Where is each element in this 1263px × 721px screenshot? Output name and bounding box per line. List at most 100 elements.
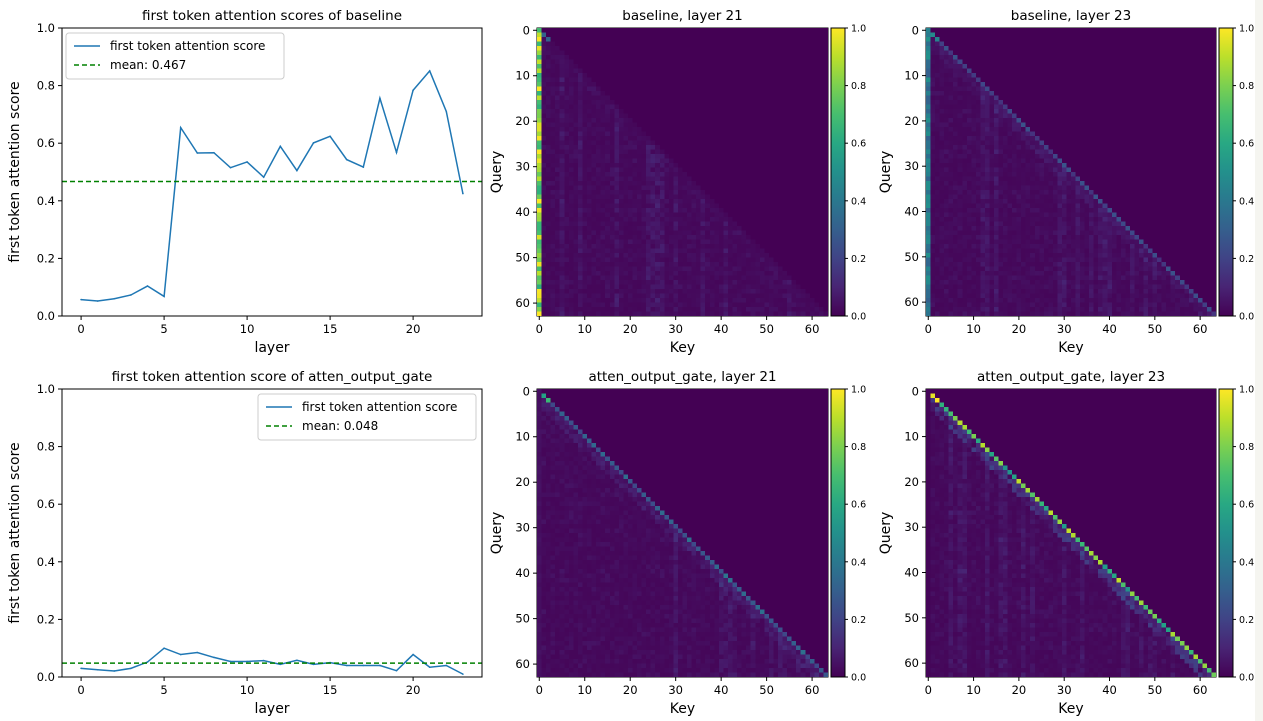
colorbar — [830, 388, 846, 678]
x-tick-label: 10 — [966, 683, 981, 697]
y-tick-label: 40 — [904, 566, 919, 580]
x-tick-label: 60 — [805, 322, 820, 336]
data-point — [213, 656, 215, 659]
data-point — [445, 664, 448, 667]
y-tick-label: 30 — [515, 521, 530, 535]
data-point — [445, 110, 448, 113]
y-tick-label: 50 — [515, 251, 530, 265]
x-axis-label: layer — [254, 701, 289, 717]
heatmap-chart-5: atten_output_gate, layer 23first token s… — [878, 369, 1254, 717]
y-tick-label: 10 — [904, 430, 919, 444]
data-point — [80, 298, 82, 301]
x-tick-label: 0 — [536, 322, 543, 336]
colorbar-tick-label: 0.8 — [851, 442, 866, 453]
data-point — [146, 285, 149, 287]
legend-box — [257, 393, 477, 441]
x-tick-label: 0 — [77, 322, 84, 336]
chart-title: baseline, layer 23 — [1011, 8, 1131, 24]
x-tick-label: 20 — [1012, 322, 1027, 336]
colorbar-tick-label: 0.6 — [851, 139, 866, 150]
series-line — [81, 647, 464, 675]
x-tick-label: 30 — [1057, 322, 1072, 336]
x-tick-label: 20 — [623, 683, 638, 697]
x-tick-label: 20 — [1012, 683, 1027, 697]
y-tick-label: 20 — [515, 114, 530, 128]
colorbar-tick-label: 0.0 — [851, 312, 866, 323]
x-axis-label: Key — [670, 340, 695, 356]
x-tick-label: 5 — [160, 683, 167, 697]
y-tick-label: 1.0 — [37, 382, 55, 396]
data-point — [96, 669, 99, 671]
heatmap-cells — [926, 28, 1216, 316]
y-tick-label: 0.2 — [37, 612, 55, 626]
colorbar-tick-label: 0.2 — [1239, 615, 1254, 626]
axes-frame — [61, 27, 483, 317]
y-axis-label: Query — [878, 151, 894, 194]
data-point — [262, 659, 265, 662]
colorbar-tick-label: 1.0 — [1239, 385, 1254, 396]
y-tick-label: 0.8 — [37, 440, 55, 454]
x-tick-label: 20 — [406, 683, 421, 697]
data-point — [379, 97, 381, 100]
x-tick-label: 30 — [668, 322, 683, 336]
data-point — [462, 673, 464, 675]
data-point — [130, 667, 132, 670]
data-point — [229, 166, 232, 169]
data-point — [462, 192, 464, 195]
data-point — [213, 151, 215, 154]
data-point — [412, 653, 414, 656]
y-tick-label: 50 — [515, 612, 530, 626]
y-tick-label: 30 — [515, 160, 530, 174]
x-tick-label: 15 — [323, 683, 338, 697]
y-tick-label: 0.8 — [37, 79, 55, 93]
y-tick-label: 40 — [515, 205, 530, 219]
colorbar-tick-label: 0.4 — [1239, 196, 1254, 207]
data-point — [279, 145, 282, 148]
data-point — [246, 161, 248, 163]
y-tick-label: 50 — [904, 611, 919, 625]
legend-label: first token attention score — [110, 39, 265, 53]
data-point — [196, 651, 199, 654]
data-point — [113, 670, 116, 672]
colorbar-tick-label: 0.4 — [1239, 557, 1254, 568]
colorbar-tick-label: 0.8 — [1239, 442, 1254, 453]
x-tick-label: 10 — [577, 322, 592, 336]
data-point — [395, 669, 398, 672]
series-line — [81, 69, 464, 302]
y-tick-label: 40 — [904, 205, 919, 219]
x-tick-label: 0 — [925, 683, 932, 697]
data-point — [113, 297, 116, 300]
data-point — [296, 169, 298, 172]
y-tick-label: 20 — [515, 475, 530, 489]
y-tick-label: 0.4 — [37, 194, 55, 208]
data-point — [80, 667, 82, 670]
chart-title: atten_output_gate, layer 23 — [977, 369, 1165, 385]
colorbar-tick-label: 1.0 — [851, 385, 866, 396]
x-axis-label: Key — [1058, 340, 1083, 356]
y-tick-label: 0 — [523, 23, 530, 37]
data-point — [179, 126, 182, 129]
data-point — [130, 294, 132, 296]
y-tick-label: 60 — [904, 656, 919, 670]
x-axis-label: Key — [1058, 701, 1083, 717]
x-tick-label: 40 — [1102, 322, 1117, 336]
x-tick-label: 0 — [77, 683, 84, 697]
line-chart-3: first token attention score of atten_out… — [7, 369, 483, 717]
x-axis-label: layer — [254, 340, 289, 356]
y-tick-label: 60 — [515, 657, 530, 671]
x-tick-label: 60 — [1193, 322, 1208, 336]
data-point — [312, 663, 315, 666]
x-tick-label: 10 — [240, 683, 255, 697]
data-point — [246, 660, 248, 663]
colorbar-tick-label: 0.8 — [851, 81, 866, 92]
x-tick-label: 15 — [323, 322, 338, 336]
data-point — [362, 664, 365, 667]
legend-box — [65, 32, 285, 80]
data-point — [229, 660, 232, 663]
colorbar-tick-label: 0.2 — [851, 615, 866, 626]
x-tick-label: 5 — [160, 322, 167, 336]
colorbar-tick-label: 0.0 — [1239, 673, 1254, 684]
y-tick-label: 0.2 — [37, 251, 55, 265]
heatmap-cells — [926, 389, 1216, 677]
y-tick-label: 60 — [904, 295, 919, 309]
